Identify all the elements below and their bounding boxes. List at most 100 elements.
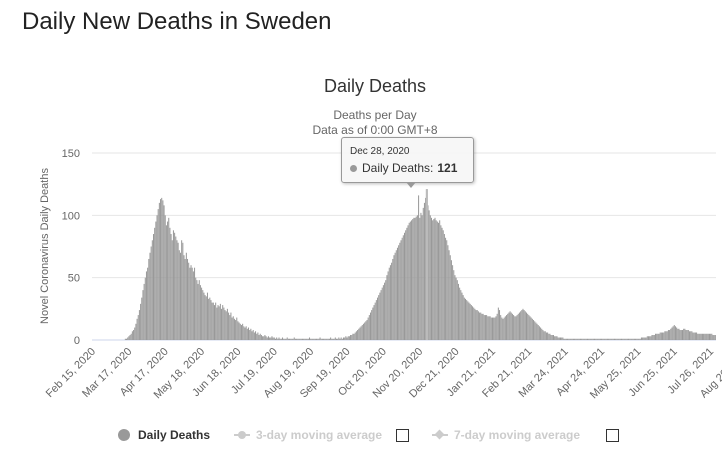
bar[interactable]	[273, 337, 275, 340]
bar[interactable]	[638, 338, 640, 340]
bar[interactable]	[700, 333, 702, 340]
bar[interactable]	[235, 320, 237, 340]
bar[interactable]	[680, 330, 682, 340]
bar[interactable]	[169, 227, 171, 340]
bar[interactable]	[562, 337, 564, 340]
bar[interactable]	[172, 230, 174, 340]
bar[interactable]	[483, 315, 485, 340]
bar[interactable]	[259, 333, 261, 340]
bar[interactable]	[652, 335, 654, 340]
bar[interactable]	[314, 338, 316, 340]
bar[interactable]	[676, 327, 678, 340]
bar[interactable]	[313, 338, 315, 340]
bar[interactable]	[287, 338, 289, 340]
bar[interactable]	[683, 328, 685, 340]
bar[interactable]	[545, 332, 547, 340]
bar[interactable]	[644, 337, 646, 340]
bar[interactable]	[225, 311, 227, 340]
bar[interactable]	[554, 336, 556, 340]
bar[interactable]	[391, 262, 393, 340]
bar[interactable]	[484, 315, 486, 340]
bar[interactable]	[290, 338, 292, 340]
bar[interactable]	[348, 336, 350, 340]
bar[interactable]	[494, 317, 496, 340]
bar[interactable]	[346, 337, 348, 340]
bar[interactable]	[248, 327, 250, 340]
bar[interactable]	[643, 337, 645, 340]
bar[interactable]	[239, 323, 241, 340]
bar[interactable]	[340, 337, 342, 340]
bar[interactable]	[292, 338, 294, 340]
bar[interactable]	[521, 310, 523, 340]
bar[interactable]	[325, 338, 327, 340]
bar[interactable]	[160, 199, 162, 340]
bar[interactable]	[454, 275, 456, 340]
bar[interactable]	[208, 298, 210, 340]
bar[interactable]	[604, 338, 606, 340]
bar[interactable]	[640, 337, 642, 340]
bar[interactable]	[707, 333, 709, 340]
bar[interactable]	[237, 321, 239, 340]
bar[interactable]	[626, 338, 628, 340]
bar[interactable]	[486, 315, 488, 340]
bar[interactable]	[181, 240, 183, 340]
bar[interactable]	[306, 338, 308, 340]
bar[interactable]	[333, 338, 335, 340]
bar[interactable]	[143, 283, 145, 340]
bar[interactable]	[133, 330, 135, 340]
bar[interactable]	[655, 333, 657, 340]
bar[interactable]	[586, 338, 589, 340]
bar[interactable]	[516, 315, 518, 340]
bar[interactable]	[385, 280, 387, 340]
bar[interactable]	[127, 337, 129, 340]
bar[interactable]	[168, 217, 170, 340]
bar[interactable]	[204, 295, 206, 340]
bar[interactable]	[213, 305, 216, 340]
bar[interactable]	[691, 331, 693, 340]
bar[interactable]	[387, 271, 389, 340]
bar[interactable]	[384, 282, 386, 340]
bar[interactable]	[455, 277, 457, 340]
bar[interactable]	[382, 285, 384, 340]
bar[interactable]	[558, 337, 560, 340]
bar[interactable]	[197, 283, 199, 340]
bar[interactable]	[460, 290, 462, 340]
bar[interactable]	[632, 338, 634, 340]
bar[interactable]	[609, 338, 611, 340]
bar[interactable]	[253, 332, 255, 340]
bar[interactable]	[293, 337, 295, 340]
bar[interactable]	[352, 333, 354, 340]
bar[interactable]	[446, 240, 448, 340]
bar[interactable]	[278, 337, 280, 340]
bar[interactable]	[533, 320, 535, 340]
bar[interactable]	[517, 313, 519, 340]
bar[interactable]	[310, 338, 312, 340]
bar[interactable]	[332, 338, 334, 340]
bar[interactable]	[639, 338, 641, 340]
bar[interactable]	[699, 333, 701, 340]
bar[interactable]	[613, 338, 615, 340]
bar[interactable]	[501, 317, 503, 340]
bar[interactable]	[279, 338, 281, 340]
bar[interactable]	[251, 331, 253, 340]
bar[interactable]	[226, 308, 228, 340]
bar[interactable]	[411, 220, 413, 340]
bar[interactable]	[481, 313, 483, 340]
bar[interactable]	[591, 338, 593, 340]
bar[interactable]	[386, 275, 388, 340]
bar[interactable]	[439, 220, 441, 340]
bar[interactable]	[412, 219, 414, 340]
bar[interactable]	[392, 258, 394, 340]
bar[interactable]	[480, 312, 482, 340]
bar[interactable]	[616, 338, 618, 340]
legend-item-7-day-average[interactable]: 7-day moving average	[432, 428, 620, 442]
bar[interactable]	[377, 297, 379, 340]
bar[interactable]	[419, 217, 421, 340]
bar[interactable]	[188, 262, 190, 340]
bar[interactable]	[134, 327, 136, 340]
bar[interactable]	[136, 318, 138, 340]
bar[interactable]	[692, 332, 694, 340]
bar[interactable]	[622, 338, 624, 340]
bar[interactable]	[398, 245, 400, 340]
bar[interactable]	[598, 338, 600, 340]
